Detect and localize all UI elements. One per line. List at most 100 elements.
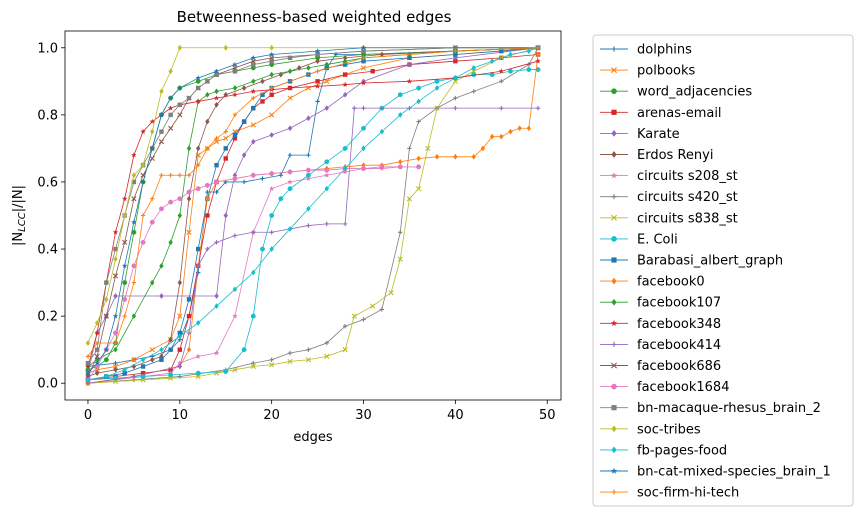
data-point-word-adjacencies-2 [103,357,109,363]
data-point-facebook107-2 [113,346,118,353]
data-point-e-coli-15 [361,125,366,131]
data-point-word-adjacencies-4 [122,280,128,286]
data-point-dolphins-16 [315,99,320,104]
data-point-barabasi-albert-graph-21 [361,58,366,64]
legend-label-arenas-email: arenas-email [637,106,722,121]
legend-marker-facebook686 [611,362,617,369]
data-point-soc-tribes-1 [94,319,100,326]
data-point-barabasi-albert-graph-23 [453,52,458,57]
data-point-facebook414-9 [269,230,274,235]
legend-entry-bn-cat-mixed-species-brain-1: bn-cat-mixed-species_brain_1 [600,465,831,480]
legend-frame [592,34,854,507]
data-point-circuits-s838-st-9 [287,358,293,365]
data-point-facebook348-23 [535,58,541,64]
data-point-karate-9 [251,138,256,145]
data-point-bn-macaque-rhesus-brain-2-8 [159,129,164,134]
legend-label-word-adjacencies: word_adjacencies [637,85,752,100]
data-point-bn-cat-mixed-species-brain-1-7 [149,145,155,151]
data-point-facebook414-2 [177,364,183,369]
data-point-karate-10 [269,132,274,138]
data-point-erdos-renyi-2 [113,366,118,373]
data-point-bn-cat-mixed-species-brain-1-16 [314,48,321,54]
legend-entry-karate: Karate [600,127,680,142]
data-point-arenas-email-17 [342,72,348,77]
data-point-bn-cat-mixed-species-brain-1-15 [268,51,275,57]
legend-entry-circuits-s208-st: circuits s208_st [600,169,738,184]
data-point-facebook0-24 [508,128,513,135]
legend-marker-bn-cat-mixed-species-brain-1 [610,467,618,474]
data-point-facebook414-7 [232,233,238,238]
data-point-facebook348-11 [195,98,201,104]
data-point-circuits-s208-st-4 [177,360,183,366]
data-point-facebook107-5 [159,262,164,269]
data-point-bn-cat-mixed-species-brain-1-3 [112,313,119,319]
data-point-polbooks-4 [149,347,155,353]
data-point-karate-11 [287,125,293,132]
data-point-e-coli-18 [416,85,422,91]
series-line-facebook1684 [87,166,419,381]
legend-marker-barabasi-albert-graph [611,257,617,263]
data-point-bn-macaque-rhesus-brain-2-17 [269,58,274,64]
series-line-erdos-renyi [87,47,539,377]
series-line-e-coli [87,69,539,381]
data-point-bn-cat-mixed-species-brain-1-13 [232,61,238,67]
legend-entry-fb-pages-food: fb-pages-food [600,443,727,458]
data-point-barabasi-albert-graph-14 [251,105,256,111]
data-point-bn-cat-mixed-species-brain-1-4 [121,262,128,269]
data-point-circuits-s838-st-6 [232,367,238,373]
legend-label-facebook414: facebook414 [637,338,721,353]
legend-marker-e-coli [611,236,617,242]
data-point-circuits-s420-st-9 [342,324,348,329]
data-point-dolphins-15 [306,152,311,158]
data-point-barabasi-albert-graph-4 [159,357,164,362]
legend-entry-facebook107: facebook107 [600,296,721,311]
data-point-polbooks-6 [177,313,183,319]
data-point-fb-pages-food-16 [379,128,385,135]
series-soc-firm-hi-tech [85,45,541,359]
legend-marker-karate [611,130,617,137]
data-point-circuits-s420-st-11 [379,307,385,312]
legend-label-karate: Karate [637,127,680,142]
legend-entry-facebook1684: facebook1684 [600,380,729,395]
data-point-facebook107-15 [287,68,293,75]
data-point-facebook1684-7 [149,219,155,225]
data-point-facebook686-7 [149,155,155,162]
legend-label-facebook0: facebook0 [637,275,705,290]
y-tick-label-2: 0.4 [37,243,58,258]
data-point-facebook414-3 [186,330,192,336]
data-point-circuits-s420-st-8 [324,340,329,346]
y-tick-label-3: 0.6 [37,175,58,190]
data-point-facebook1684-12 [195,186,201,192]
data-point-facebook414-14 [352,105,357,111]
data-point-soc-tribes-11 [223,44,228,51]
data-point-arenas-email-16 [315,79,320,84]
data-point-circuits-s420-st-12 [398,230,403,235]
data-point-soc-firm-hi-tech-18 [315,69,320,74]
data-point-erdos-renyi-8 [186,195,192,202]
data-point-facebook686-2 [103,313,109,319]
legend-marker-fb-pages-food [611,446,617,454]
legend-marker-soc-tribes [611,425,617,433]
legend-label-circuits-s208-st: circuits s208_st [637,169,738,184]
data-point-facebook348-16 [287,85,293,91]
data-point-arenas-email-14 [269,92,274,97]
legend-entry-facebook414: facebook414 [600,338,721,353]
data-point-circuits-s420-st-7 [306,347,311,352]
data-point-facebook348-4 [121,195,128,202]
y-tick-label-1: 0.2 [37,310,58,325]
data-point-circuits-s208-st-10 [287,179,293,185]
data-point-soc-firm-hi-tech-0 [85,354,91,359]
series-layer [85,44,541,387]
data-point-circuits-s208-st-6 [213,350,220,356]
data-point-facebook348-3 [112,229,119,235]
data-point-facebook107-6 [168,239,173,246]
data-point-circuits-s208-st-11 [305,175,312,181]
y-tick-label-4: 0.8 [37,108,58,123]
legend-entry-circuits-s838-st: circuits s838_st [600,211,738,226]
data-point-soc-firm-hi-tech-7 [159,173,164,178]
data-point-barabasi-albert-graph-8 [195,246,201,252]
data-point-erdos-renyi-14 [260,78,265,85]
data-point-barabasi-albert-graph-20 [342,62,348,67]
legend-entry-bn-macaque-rhesus-brain-2: bn-macaque-rhesus_brain_2 [600,401,821,416]
data-point-facebook686-9 [168,125,174,131]
